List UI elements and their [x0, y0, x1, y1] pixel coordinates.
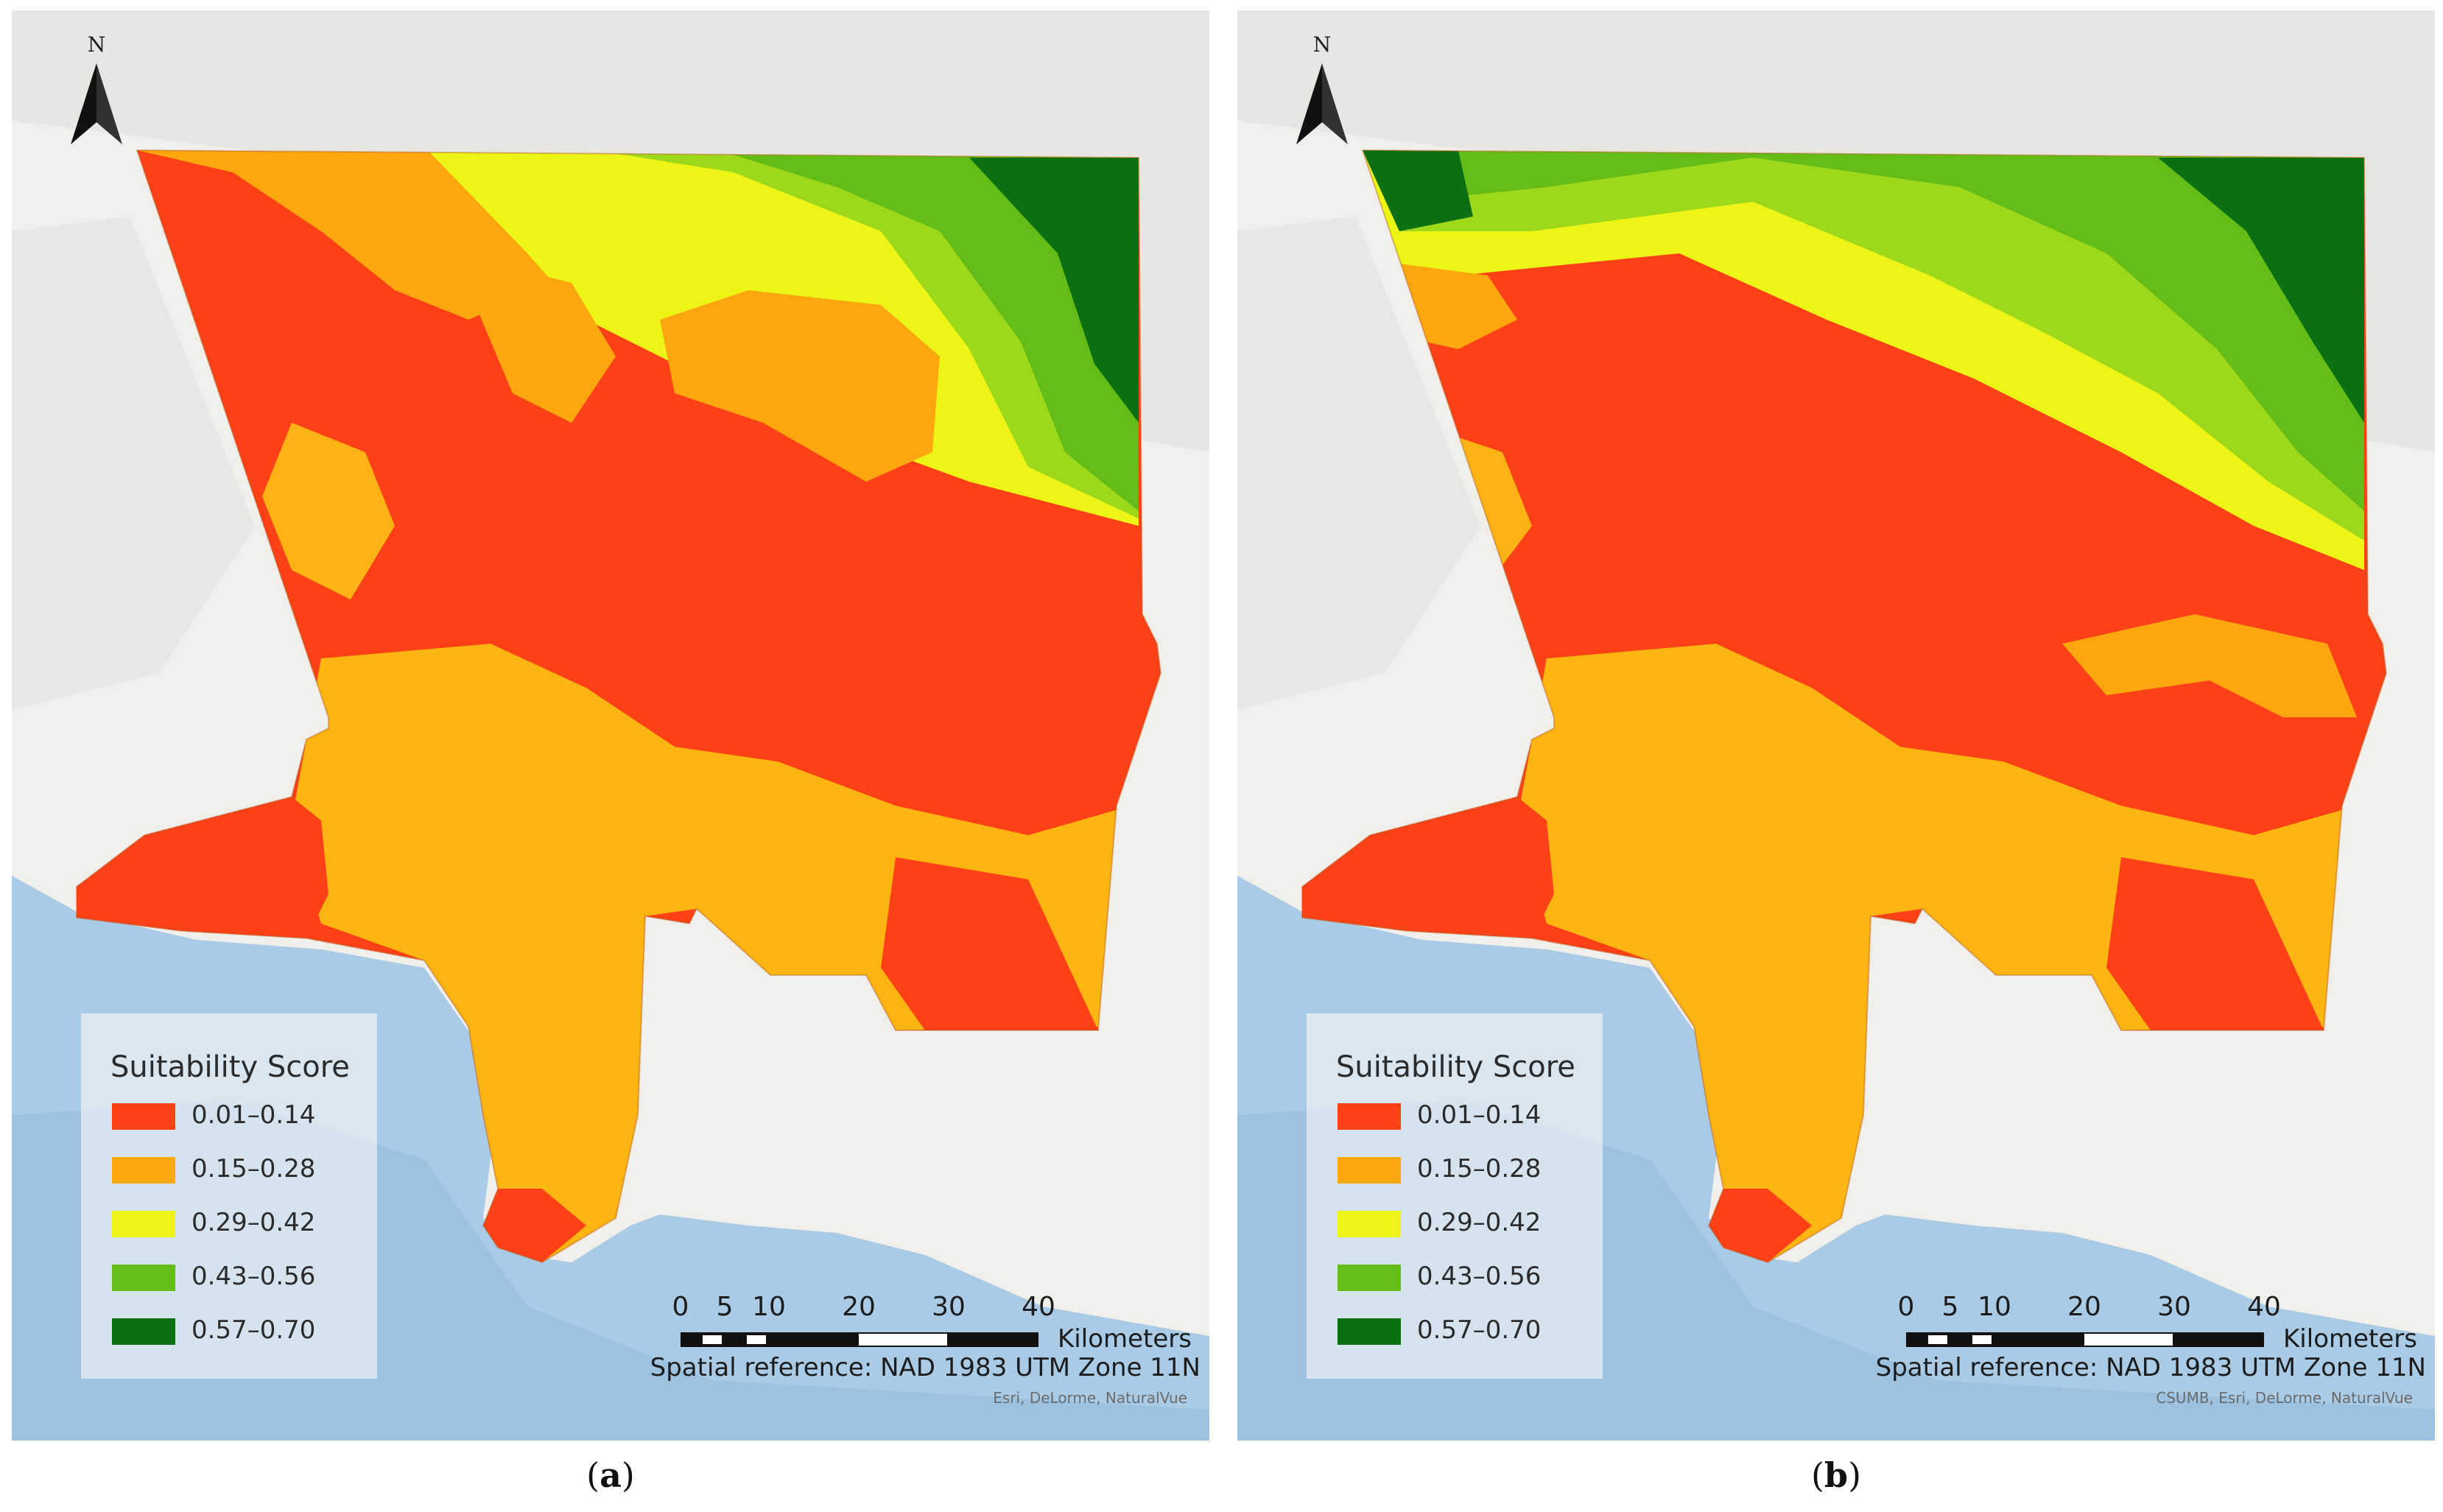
- zone-dark-green-ne: [2158, 158, 2364, 423]
- scale-tick-label: 30: [932, 1292, 966, 1322]
- legend-label: 0.15–0.28: [1417, 1154, 1542, 1184]
- county-outline: [76, 149, 1162, 1264]
- legend-label: 0.29–0.42: [191, 1208, 316, 1237]
- legend-swatch: [112, 1103, 175, 1130]
- zone-orange-lake: [2062, 614, 2357, 717]
- legend-swatch: [1338, 1211, 1401, 1237]
- zone-orange-ridge: [454, 253, 616, 423]
- north-arrow: N: [56, 32, 137, 158]
- zone-dark-green: [969, 158, 1139, 423]
- zone-red-hills: [2106, 857, 2324, 1030]
- zone-orange-north: [137, 150, 572, 320]
- zone-red-coast: [1302, 797, 1554, 938]
- map-credits: Esri, DeLorme, NaturalVue: [993, 1389, 1187, 1407]
- legend-item: 0.01–0.14: [112, 1100, 362, 1131]
- map-credits: CSUMB, Esri, DeLorme, NaturalVue: [2156, 1389, 2413, 1407]
- scale-bar: 0 5 10 20 30 40 Kilometers: [1885, 1292, 2430, 1439]
- terrain-shading: [1237, 217, 1480, 710]
- north-label: N: [1312, 32, 1332, 57]
- legend-label: 0.57–0.70: [1417, 1315, 1542, 1345]
- zone-dark-green-nw: [1363, 150, 1473, 231]
- legend-swatch: [112, 1265, 175, 1291]
- scale-tick-label: 0: [1897, 1292, 1915, 1322]
- legend-title: Suitability Score: [110, 1050, 350, 1084]
- scale-tick-label: 20: [842, 1292, 876, 1322]
- panel-caption-a: (a): [586, 1455, 635, 1495]
- legend-label: 0.43–0.56: [1417, 1262, 1542, 1291]
- scale-bar-graphic: [681, 1332, 1038, 1347]
- legend-item: 0.29–0.42: [1338, 1208, 1588, 1239]
- legend-item: 0.15–0.28: [112, 1154, 362, 1185]
- map-panel-b: N Suitability Score 0.01–0.14 0.15–0.28 …: [1237, 10, 2435, 1441]
- scale-bar-graphic: [1906, 1332, 2264, 1347]
- legend-item: 0.43–0.56: [1338, 1262, 1588, 1293]
- legend-swatch: [112, 1157, 175, 1184]
- scale-bar: 0 5 10 20 30 40 Kilometers: [660, 1292, 1205, 1439]
- legend-item: 0.15–0.28: [1338, 1154, 1588, 1185]
- legend-label: 0.29–0.42: [1417, 1208, 1542, 1237]
- zone-red-peninsula: [1709, 1189, 1812, 1262]
- caption-letter: a: [600, 1455, 622, 1495]
- zone-orange-basin: [292, 644, 1131, 1262]
- north-label: N: [87, 32, 106, 57]
- scale-units: Kilometers: [2283, 1324, 2417, 1354]
- legend-label: 0.01–0.14: [191, 1100, 316, 1130]
- zone-green: [719, 150, 1139, 511]
- scale-tick-label: 0: [672, 1292, 689, 1322]
- scale-tick-label: 40: [2247, 1292, 2281, 1322]
- legend-label: 0.43–0.56: [191, 1262, 316, 1291]
- scale-tick-label: 10: [1978, 1292, 2011, 1322]
- zone-orange-lake: [660, 290, 940, 482]
- legend: Suitability Score 0.01–0.14 0.15–0.28 0.…: [81, 1013, 377, 1379]
- scale-tick-label: 30: [2157, 1292, 2191, 1322]
- legend: Suitability Score 0.01–0.14 0.15–0.28 0.…: [1307, 1013, 1603, 1379]
- legend-swatch: [1338, 1157, 1401, 1184]
- legend-item: 0.57–0.70: [1338, 1315, 1588, 1346]
- legend-swatch: [112, 1211, 175, 1237]
- north-arrow: N: [1282, 32, 1363, 158]
- legend-swatch: [112, 1318, 175, 1345]
- county-outline: [1301, 149, 2388, 1264]
- legend-label: 0.57–0.70: [191, 1315, 316, 1345]
- panel-caption-b: (b): [1810, 1455, 1862, 1495]
- zone-red-coast: [77, 797, 328, 938]
- legend-item: 0.57–0.70: [112, 1315, 362, 1346]
- zone-orange-basin: [1517, 644, 2357, 1262]
- legend-swatch: [1338, 1103, 1401, 1130]
- map-canvas-a: [12, 10, 1209, 1441]
- legend-title: Suitability Score: [1336, 1050, 1575, 1084]
- map-panel-a: N Suitability Score 0.01–0.14 0.15–0.28 …: [12, 10, 1209, 1441]
- zone-green: [1363, 150, 2364, 511]
- north-arrow-icon: [71, 63, 122, 144]
- legend-swatch: [1338, 1265, 1401, 1291]
- scale-tick-label: 5: [1941, 1292, 1959, 1322]
- legend-item: 0.29–0.42: [112, 1208, 362, 1239]
- spatial-reference: Spatial reference: NAD 1983 UTM Zone 11N: [650, 1353, 1201, 1382]
- scale-units: Kilometers: [1058, 1324, 1192, 1354]
- legend-item: 0.01–0.14: [1338, 1100, 1588, 1131]
- legend-label: 0.01–0.14: [1417, 1100, 1542, 1130]
- caption-letter: b: [1824, 1455, 1849, 1495]
- north-arrow-icon: [1296, 63, 1348, 144]
- legend-label: 0.15–0.28: [191, 1154, 316, 1184]
- scale-tick-label: 10: [752, 1292, 786, 1322]
- zone-red-hills: [881, 857, 1098, 1030]
- scale-tick-label: 40: [1022, 1292, 1055, 1322]
- spatial-reference: Spatial reference: NAD 1983 UTM Zone 11N: [1875, 1353, 2426, 1382]
- zone-red-peninsula: [483, 1189, 586, 1262]
- scale-tick-label: 20: [2067, 1292, 2101, 1322]
- legend-swatch: [1338, 1318, 1401, 1345]
- terrain-shading: [12, 217, 255, 710]
- zone-yellow-foothills: [262, 423, 395, 599]
- legend-item: 0.43–0.56: [112, 1262, 362, 1293]
- scale-tick-label: 5: [716, 1292, 734, 1322]
